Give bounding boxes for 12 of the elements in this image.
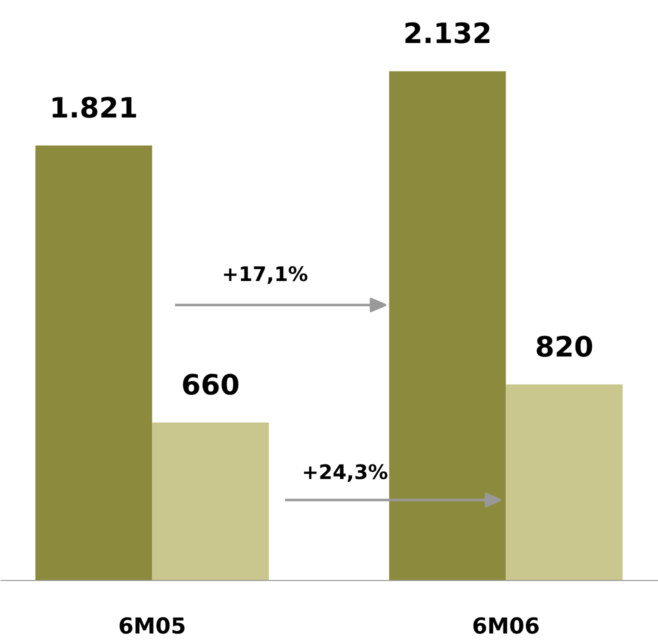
- data-label: 1.821: [49, 91, 138, 124]
- bar: [152, 422, 269, 580]
- annotation: +24,3%: [302, 460, 388, 484]
- data-label: 2.132: [403, 17, 492, 50]
- bar: [506, 384, 623, 580]
- x-tick-label: 6M05: [118, 614, 186, 640]
- data-label: 820: [535, 330, 594, 364]
- data-label: 660: [181, 368, 240, 402]
- x-tick-label: 6M06: [472, 614, 540, 640]
- bar: [389, 71, 506, 580]
- annotation: +17,1%: [222, 262, 308, 286]
- bar: [35, 145, 152, 580]
